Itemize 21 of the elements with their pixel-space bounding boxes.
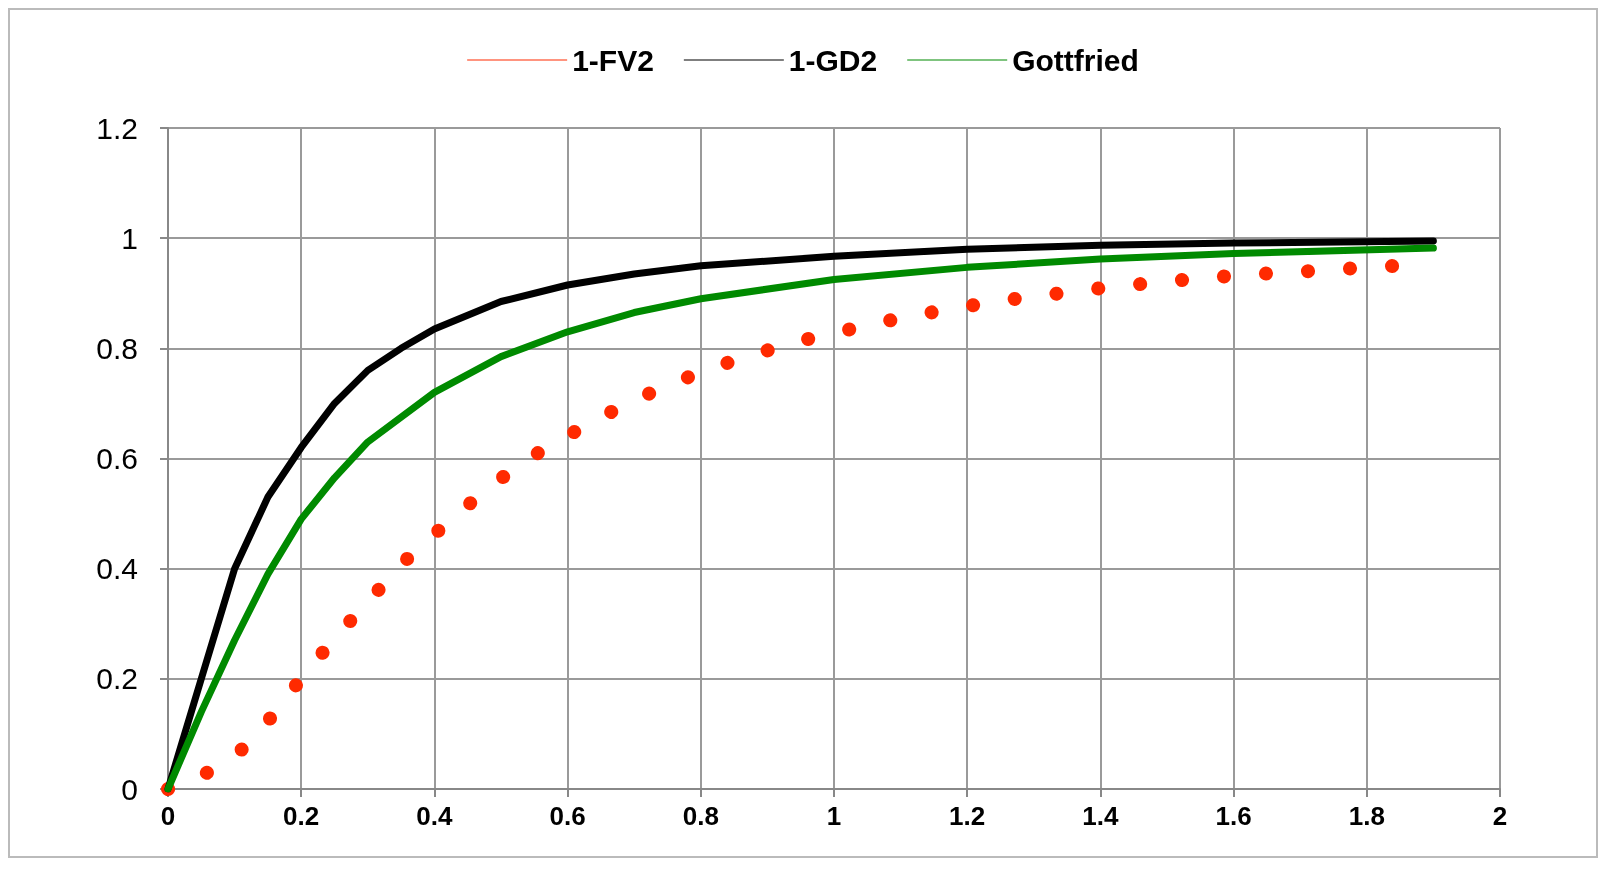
- y-tick-label: 0: [121, 772, 138, 806]
- y-tick-label: 0.2: [96, 662, 138, 696]
- x-tick-label: 1: [826, 801, 842, 831]
- x-tick-label: 0: [160, 801, 176, 831]
- legend-label: Gottfried: [1012, 43, 1139, 77]
- y-tick-label: 0.8: [96, 331, 138, 365]
- y-tick-label: 0.6: [96, 442, 138, 475]
- x-tick-label: 1.8: [1348, 801, 1385, 831]
- x-tick-label: 0.4: [416, 801, 454, 831]
- x-tick-label: 0.6: [549, 801, 586, 831]
- x-tick-label: 0.2: [283, 801, 320, 831]
- y-tick-label: 1: [121, 221, 138, 255]
- y-tick-label: 0.4: [96, 552, 138, 586]
- legend-label: 1-FV2: [572, 43, 654, 77]
- legend-label: 1-GD2: [788, 43, 878, 77]
- x-tick-label: 2: [1492, 801, 1508, 831]
- y-tick-label: 1.2: [96, 111, 138, 145]
- x-tick-label: 1.4: [1082, 801, 1120, 831]
- x-tick-label: 0.8: [682, 801, 719, 831]
- x-tick-label: 1.6: [1215, 801, 1252, 831]
- x-tick-label: 1.2: [949, 801, 986, 831]
